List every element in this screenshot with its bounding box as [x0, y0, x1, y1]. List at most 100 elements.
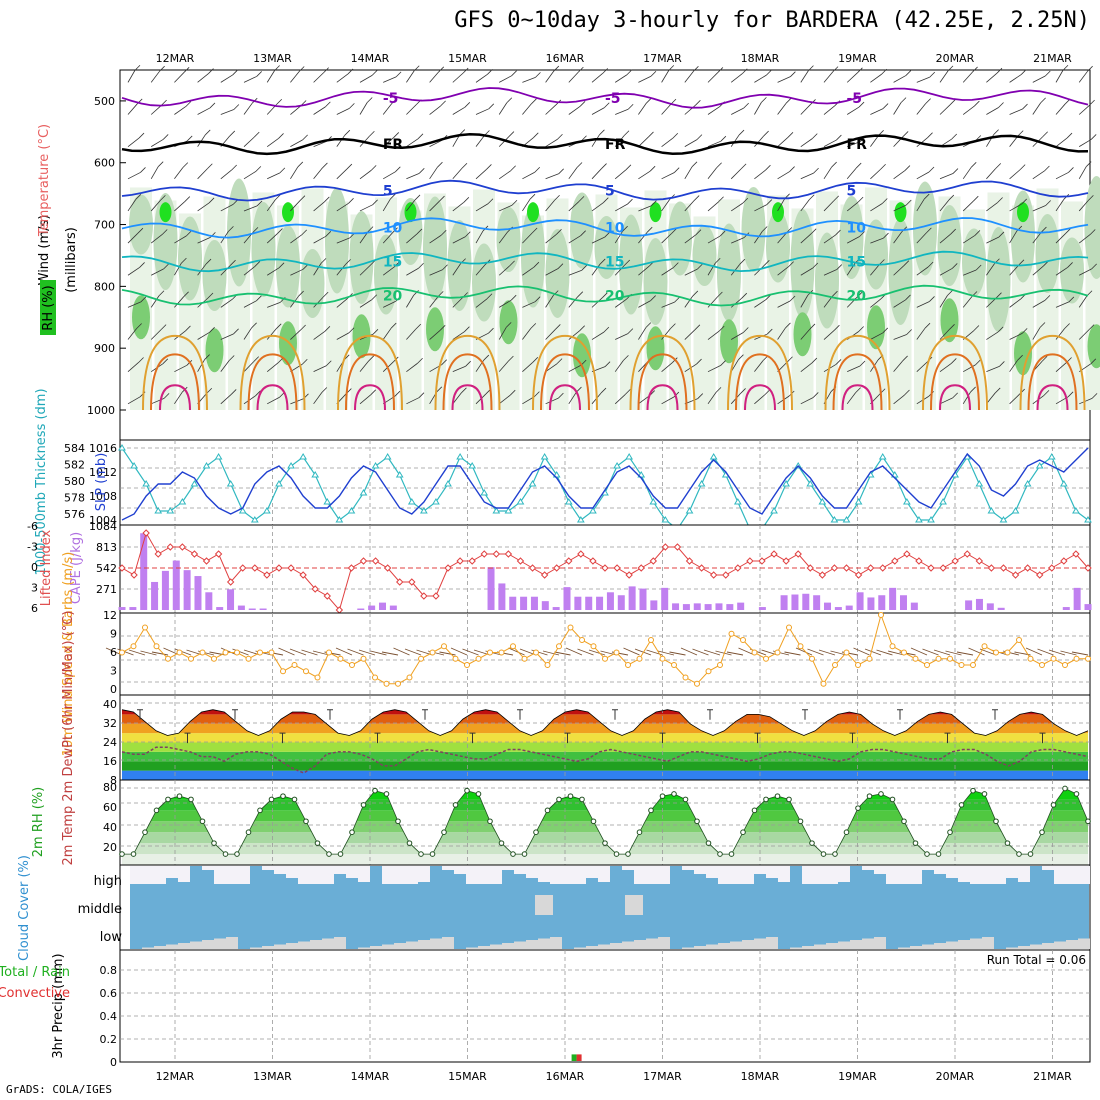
wind-barb — [313, 72, 324, 83]
wind-barb-flag — [230, 389, 237, 395]
minmax-marker — [232, 709, 238, 720]
wind10m-point — [855, 662, 861, 668]
wind-barb-flag — [695, 229, 702, 235]
wind-barb — [800, 233, 812, 244]
li-point — [673, 543, 682, 551]
rh-point — [567, 793, 574, 799]
wind-barb-flag — [370, 389, 377, 396]
rh-shade — [962, 228, 986, 297]
thickness-point — [902, 498, 911, 505]
wind-barb — [939, 268, 953, 276]
cloud-high-gap — [922, 866, 934, 870]
wind10m-point — [705, 668, 712, 675]
wind-barb-flag — [461, 387, 467, 394]
wind-barb-flag — [440, 229, 447, 236]
wind-barb — [174, 296, 184, 308]
day-label-bottom: 14MAR — [351, 1070, 390, 1083]
wind-barb-flag — [695, 100, 701, 106]
wind-barb-flag — [277, 357, 284, 364]
rh-shade — [839, 196, 864, 280]
li-point — [613, 564, 621, 572]
wind-barb — [475, 108, 489, 115]
cloud-low — [394, 943, 406, 949]
wind-barb-flag — [674, 296, 680, 303]
day-label-bottom: 21MAR — [1033, 1070, 1072, 1083]
wind-barb-flag — [486, 164, 492, 170]
wind-barb — [429, 269, 443, 276]
day-label-top: 19MAR — [838, 52, 877, 65]
wind10m-tick: 0 — [110, 683, 117, 696]
wind-barb — [800, 362, 813, 372]
day-label-top: 15MAR — [448, 52, 487, 65]
wind-barb — [545, 104, 557, 115]
wind-barb-flag — [767, 328, 773, 335]
wind-barb-flag — [162, 134, 169, 140]
cloud-level-label: high — [94, 874, 122, 889]
wind-barb — [1079, 268, 1092, 276]
wind-barb — [197, 107, 211, 115]
wind-barb — [893, 170, 906, 180]
wind-barb — [336, 168, 348, 180]
wind-barb — [174, 391, 183, 405]
wind-barb-flag — [578, 66, 584, 73]
wind-barb — [568, 235, 581, 244]
rh-tick: 40 — [103, 821, 117, 834]
wind-barb-flag — [324, 196, 330, 203]
wind-barb-flag — [487, 69, 493, 75]
li-point — [1035, 571, 1044, 579]
wind-barb-flag — [275, 323, 282, 330]
wind-barb-flag — [835, 229, 841, 236]
wind-barb — [522, 76, 536, 83]
surface-temp-contour — [1036, 384, 1069, 411]
minmax-marker — [707, 709, 713, 720]
label-cloud: Cloud Cover (%) — [17, 855, 32, 961]
wind-barb — [475, 135, 485, 147]
wind-barb — [452, 236, 466, 244]
wind-barb — [359, 204, 373, 212]
li-tick: 0 — [31, 561, 38, 574]
wind-barb — [475, 298, 488, 308]
wind-barb-flag — [856, 292, 863, 298]
wind-barb-flag — [855, 387, 861, 393]
wind-barb-flag — [900, 97, 907, 103]
wind-barb-flag — [256, 295, 262, 302]
wind-barb — [823, 329, 835, 340]
wind-barb — [707, 392, 717, 405]
rh-shade — [300, 249, 325, 319]
thickness-tick: 584 — [64, 442, 85, 455]
wind-barb-flag — [393, 132, 400, 138]
wind-barb — [382, 327, 392, 340]
wind-barb-flag — [692, 290, 699, 297]
wind-barb — [313, 235, 327, 244]
wind-barb-flag — [809, 323, 816, 330]
cloud-high-gap — [526, 866, 538, 878]
day-label-top: 16MAR — [546, 52, 585, 65]
rh-shade — [527, 202, 539, 223]
wind-barb-flag — [882, 327, 889, 334]
wind10m-barb — [232, 648, 249, 656]
wind-barb-flag — [1087, 65, 1093, 72]
cloud-high-gap — [538, 866, 550, 882]
cape-bar — [693, 603, 701, 610]
wind-barb — [267, 301, 281, 308]
wind-barb — [730, 263, 741, 276]
label-cape: CAPE (J/kg) — [69, 532, 84, 604]
cloud-high-gap — [346, 866, 358, 878]
wind-barb — [847, 236, 860, 244]
rh-shade — [766, 210, 790, 283]
wind-barb-flag — [764, 389, 771, 395]
wind10m-point — [521, 655, 528, 662]
cloud-high-gap — [334, 866, 346, 874]
wind-barb-flag — [228, 226, 234, 232]
wind-barb — [962, 296, 973, 308]
wind-barb — [429, 200, 440, 212]
wind10m-point — [165, 655, 171, 662]
wind-barb-flag — [556, 228, 562, 235]
wind-barb-flag — [761, 97, 767, 103]
wind-barb-flag — [158, 290, 165, 297]
wind-barb — [522, 301, 536, 308]
wind10m-point — [268, 649, 275, 656]
wind-barb-flag — [136, 323, 142, 329]
